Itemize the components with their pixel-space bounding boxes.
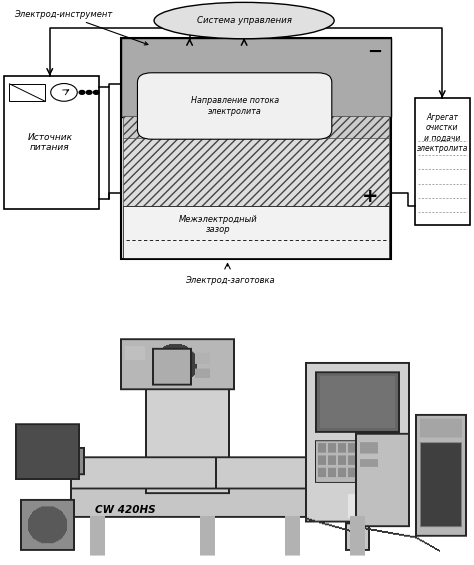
Circle shape bbox=[79, 90, 85, 94]
Text: Источник
питания: Источник питания bbox=[27, 133, 72, 152]
Text: CW 420HS: CW 420HS bbox=[95, 505, 155, 515]
Text: Электрод-инструмент: Электрод-инструмент bbox=[14, 10, 148, 45]
Bar bbox=[9, 84, 45, 101]
Bar bbox=[123, 206, 389, 258]
Bar bbox=[121, 38, 391, 259]
Text: +: + bbox=[362, 186, 378, 206]
Bar bbox=[123, 116, 389, 139]
Text: Агрегат
очистки
и подачи
электролита: Агрегат очистки и подачи электролита bbox=[417, 113, 468, 153]
Text: Электрод-заготовка: Электрод-заготовка bbox=[185, 276, 275, 285]
Bar bbox=[121, 38, 391, 117]
Text: Направление потока
электролита: Направление потока электролита bbox=[191, 96, 279, 116]
Circle shape bbox=[93, 90, 99, 94]
Circle shape bbox=[86, 90, 92, 94]
FancyBboxPatch shape bbox=[137, 73, 332, 139]
Text: Система управления: Система управления bbox=[197, 16, 292, 25]
Ellipse shape bbox=[154, 2, 334, 39]
Bar bbox=[4, 76, 99, 209]
Text: Межэлектродный
зазор: Межэлектродный зазор bbox=[179, 215, 257, 234]
Circle shape bbox=[51, 84, 77, 101]
Bar bbox=[415, 98, 470, 225]
Bar bbox=[123, 138, 389, 206]
Text: −: − bbox=[367, 43, 382, 61]
